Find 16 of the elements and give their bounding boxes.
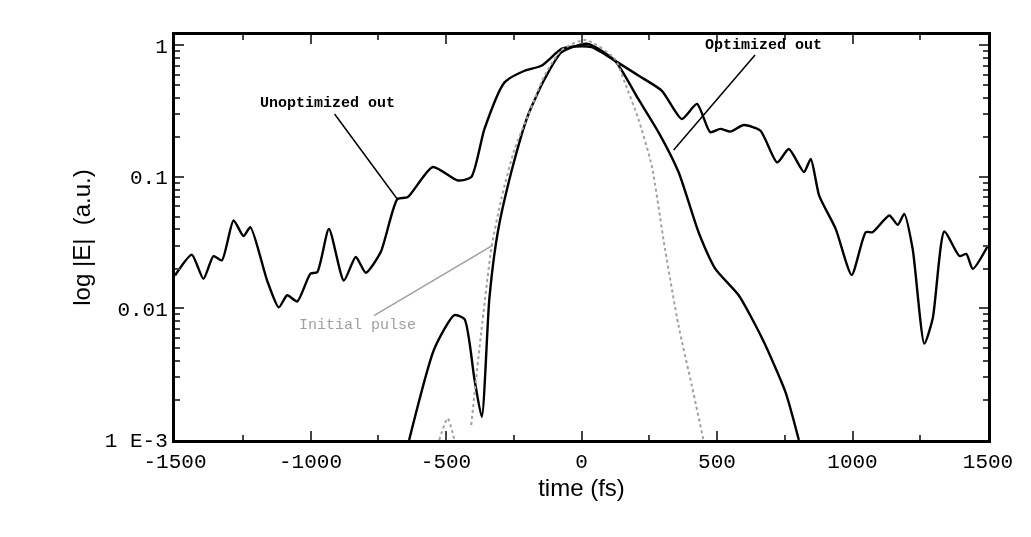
x-tick-label: 500	[698, 451, 736, 475]
x-axis-title: time (fs)	[538, 474, 625, 502]
annotation: Optimized out	[705, 37, 823, 54]
annotation: Initial pulse	[299, 317, 417, 334]
x-tick-label: 1500	[962, 451, 1014, 475]
annotation: Unoptimized out	[260, 95, 396, 112]
y-tick-label: 1	[155, 35, 168, 59]
x-tick-label: -1500	[143, 451, 207, 475]
x-tick-label: 1000	[827, 451, 878, 475]
y-axis-title: log |E| (a.u.)	[67, 169, 95, 306]
x-tick-label: 0	[575, 451, 588, 475]
y-tick-label: 0.1	[129, 167, 168, 191]
y-tick-label: 0.01	[117, 298, 168, 322]
y-tick-label: 1 E-3	[104, 430, 168, 454]
x-tick-label: -1000	[278, 451, 343, 475]
x-tick-label: -500	[420, 451, 472, 475]
